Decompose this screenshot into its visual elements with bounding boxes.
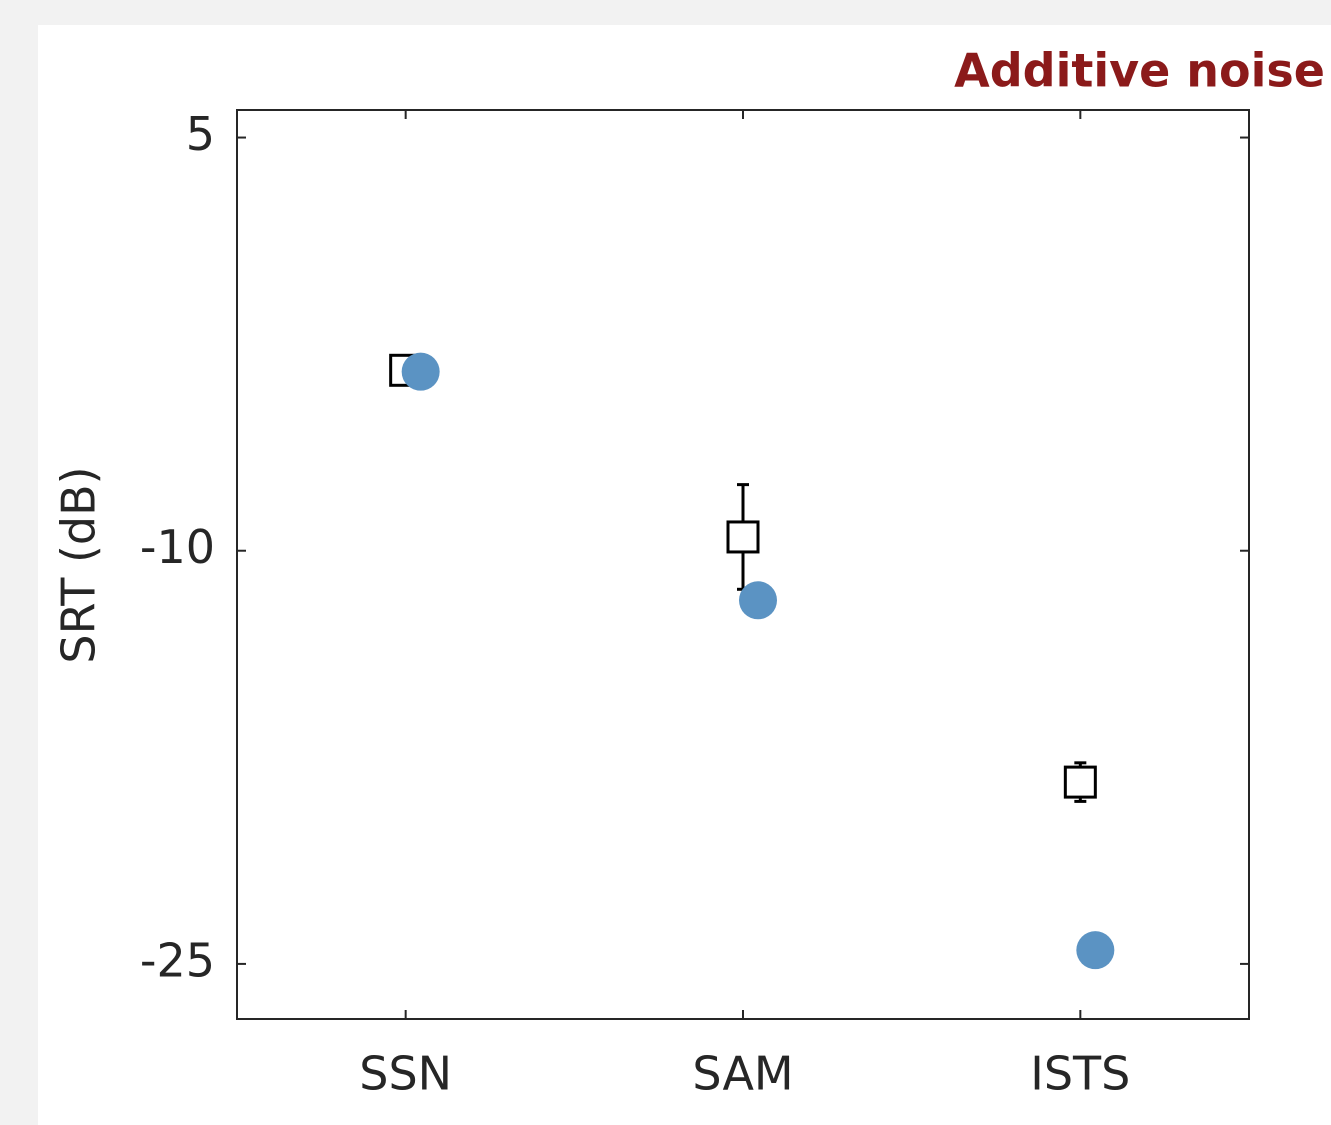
circle-marker bbox=[401, 352, 440, 391]
y-axis-label: SRT (dB) bbox=[52, 466, 106, 663]
square-marker bbox=[1063, 765, 1097, 799]
x-tick-label: ISTS bbox=[1030, 1047, 1130, 1101]
x-tick-label: SSN bbox=[359, 1047, 452, 1101]
y-tick-label: -25 bbox=[140, 933, 215, 987]
y-tick-label: -10 bbox=[140, 520, 215, 574]
circle-marker bbox=[739, 581, 777, 620]
chart-title: Additive noise bbox=[954, 44, 1325, 98]
circle-marker bbox=[1076, 931, 1115, 970]
square-marker bbox=[726, 520, 760, 554]
y-tick-label: 5 bbox=[186, 107, 215, 161]
panel bbox=[38, 25, 1331, 1125]
x-tick-label: SAM bbox=[692, 1047, 793, 1101]
